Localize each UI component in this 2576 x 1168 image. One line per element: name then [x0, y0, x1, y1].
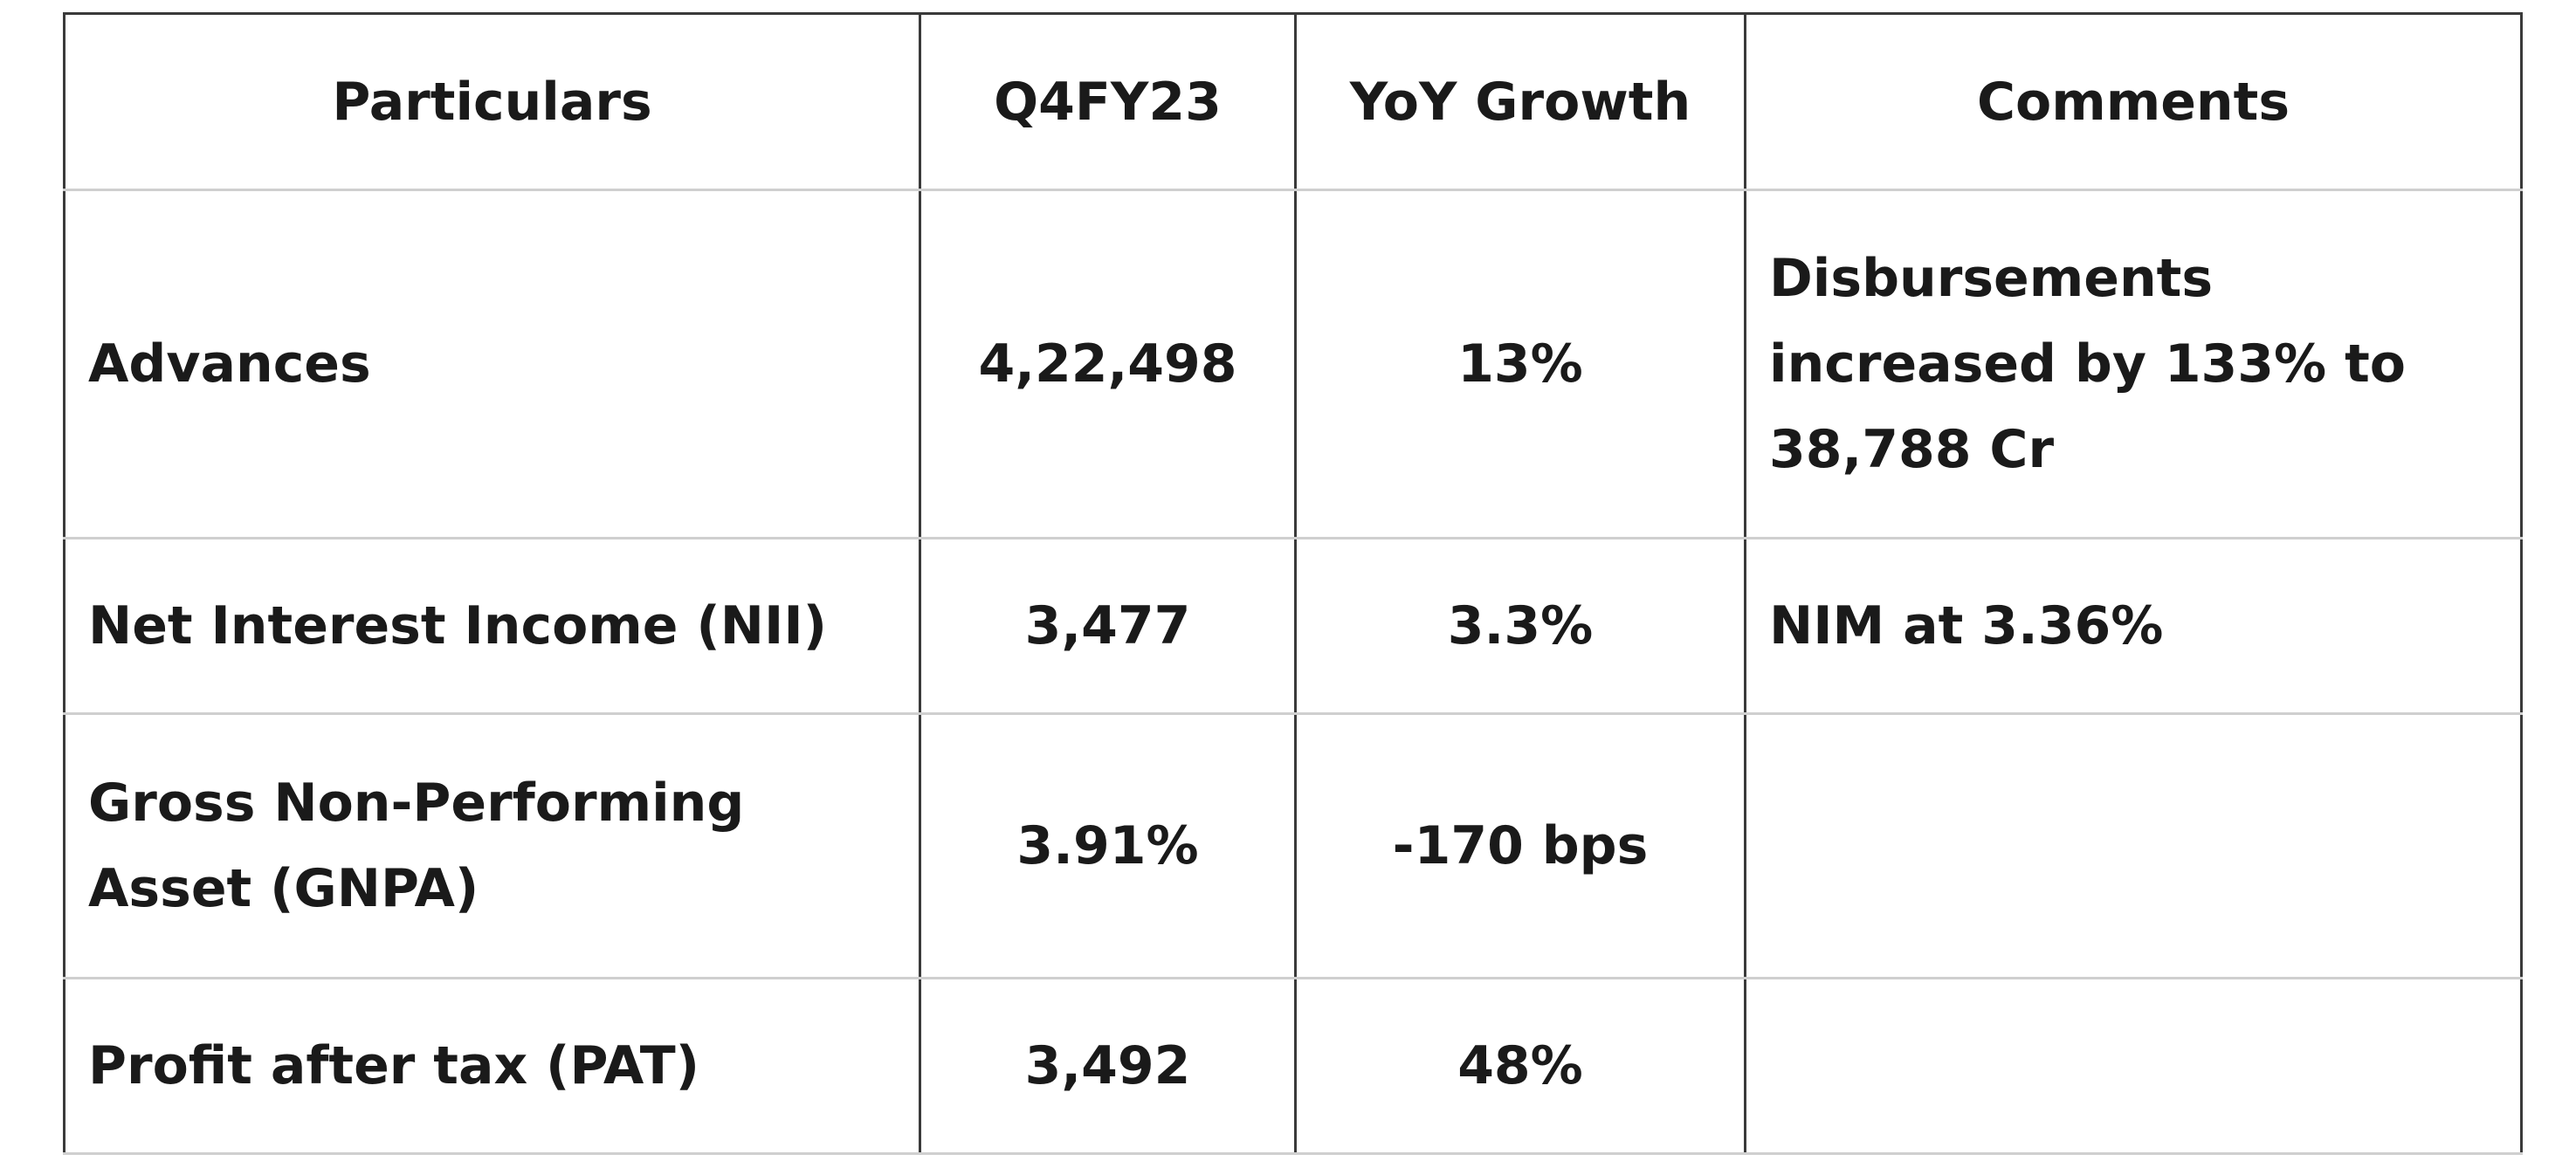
- cell-particular: Gross Non-Performing Asset (GNPA): [63, 713, 921, 979]
- header-yoy-growth: YoY Growth: [1294, 12, 1746, 191]
- cell-q4fy23: 4,22,498: [919, 189, 1297, 539]
- cell-yoy-growth: -170 bps: [1294, 713, 1746, 979]
- header-q4fy23: Q4FY23: [919, 12, 1297, 191]
- cell-comments: [1744, 713, 2523, 979]
- header-particulars: Particulars: [63, 12, 921, 191]
- cell-particular: Profit after tax (PAT): [63, 978, 921, 1155]
- table-row: Profit after tax (PAT) 3,492 48%: [63, 978, 2523, 1155]
- financial-summary-table-wrapper: Particulars Q4FY23 YoY Growth Comments A…: [63, 12, 2523, 1155]
- cell-yoy-growth: 48%: [1294, 978, 1746, 1155]
- table-header-row: Particulars Q4FY23 YoY Growth Comments: [63, 12, 2523, 191]
- cell-particular: Advances: [63, 189, 921, 539]
- cell-particular: Net Interest Income (NII): [63, 538, 921, 715]
- table-row: Advances 4,22,498 13% Disbursements incr…: [63, 189, 2523, 539]
- table-row: Gross Non-Performing Asset (GNPA) 3.91% …: [63, 713, 2523, 979]
- table-row: Net Interest Income (NII) 3,477 3.3% NIM…: [63, 538, 2523, 715]
- cell-yoy-growth: 13%: [1294, 189, 1746, 539]
- financial-summary-table: Particulars Q4FY23 YoY Growth Comments A…: [63, 12, 2523, 1155]
- cell-q4fy23: 3,477: [919, 538, 1297, 715]
- header-comments: Comments: [1744, 12, 2523, 191]
- cell-comments: Disbursements increased by 133% to 38,78…: [1744, 189, 2523, 539]
- cell-comments: [1744, 978, 2523, 1155]
- cell-q4fy23: 3.91%: [919, 713, 1297, 979]
- cell-q4fy23: 3,492: [919, 978, 1297, 1155]
- cell-yoy-growth: 3.3%: [1294, 538, 1746, 715]
- cell-comments: NIM at 3.36%: [1744, 538, 2523, 715]
